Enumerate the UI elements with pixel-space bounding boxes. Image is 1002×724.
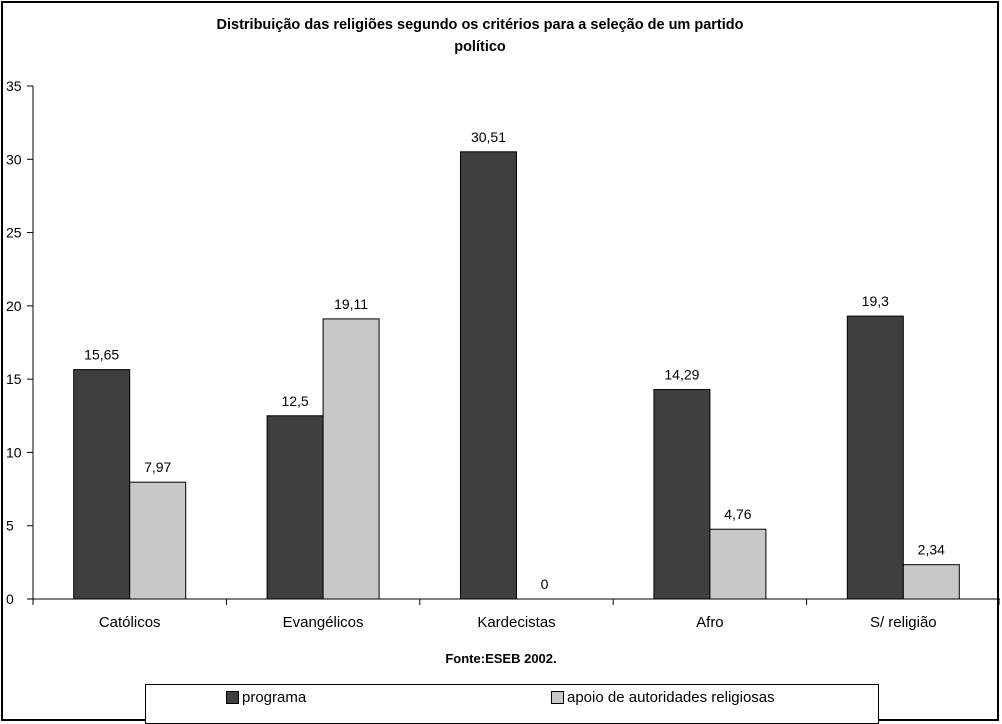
data-label: 2,34: [918, 542, 945, 558]
data-label: 30,51: [471, 129, 506, 145]
legend-label-apoio: apoio de autoridades religiosas: [567, 689, 775, 706]
y-tick-label: 15: [6, 371, 22, 387]
x-tick-label: Evangélicos: [283, 614, 364, 631]
bar-programa: [266, 415, 324, 600]
legend-swatch-apoio: [551, 691, 564, 704]
legend-item-apoio: apoio de autoridades religiosas: [551, 689, 775, 706]
bar-apoio: [709, 528, 767, 600]
data-label: 15,65: [84, 347, 119, 363]
y-tick-label: 5: [6, 518, 14, 534]
data-label: 19,3: [862, 293, 889, 309]
bar-programa: [460, 151, 517, 600]
y-tick-label: 25: [6, 225, 22, 241]
data-label: 7,97: [144, 459, 171, 475]
bar-programa: [846, 315, 904, 600]
y-tick-label: 35: [6, 78, 22, 94]
bar-apoio: [902, 564, 960, 600]
data-label: 0: [541, 576, 549, 592]
legend: programa apoio de autoridades religiosas: [145, 684, 879, 724]
y-tick-label: 20: [6, 298, 22, 314]
data-label: 4,76: [724, 506, 751, 522]
bar-apoio: [322, 318, 380, 600]
bar-programa: [653, 389, 711, 600]
data-label: 14,29: [664, 367, 699, 383]
x-tick-label: Afro: [696, 614, 724, 631]
x-tick-label: Kardecistas: [477, 614, 555, 631]
y-tick-label: 0: [6, 591, 14, 607]
data-label: 19,11: [334, 296, 368, 312]
bar-apoio: [129, 481, 187, 600]
y-tick-label: 30: [6, 151, 22, 167]
legend-swatch-programa: [226, 691, 239, 704]
source-note: Fonte:ESEB 2002.: [445, 651, 557, 666]
data-label: 12,5: [281, 393, 308, 409]
chart-title: Distribuição das religiões segundo os cr…: [216, 17, 744, 55]
y-tick-label: 10: [6, 444, 22, 460]
x-tick-label: S/ religião: [870, 614, 937, 631]
legend-label-programa: programa: [242, 689, 307, 706]
bar-programa: [73, 369, 131, 600]
x-tick-label: Católicos: [99, 614, 161, 631]
legend-item-programa: programa: [226, 689, 306, 706]
